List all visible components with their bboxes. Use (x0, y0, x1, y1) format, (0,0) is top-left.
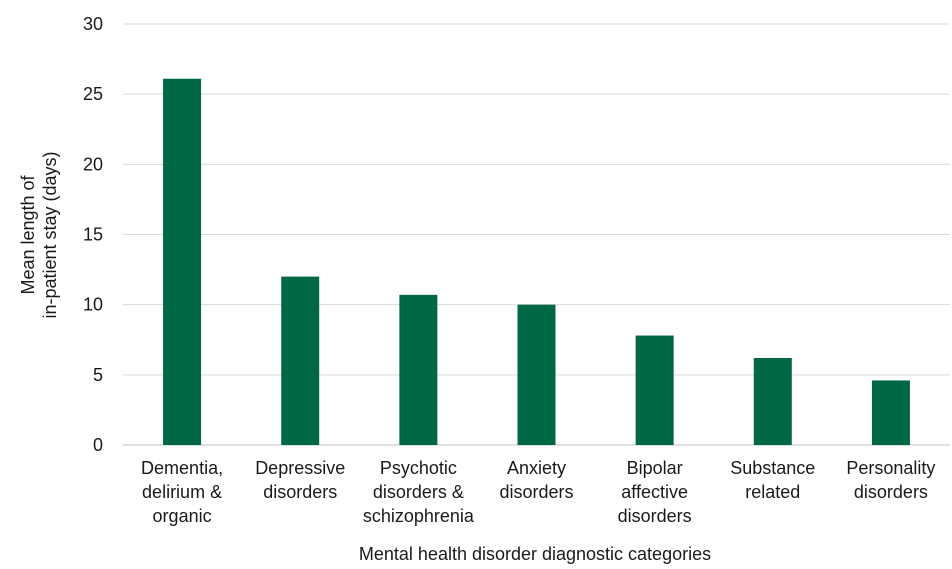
x-category-label-4: Bipolar affective disorders (618, 458, 692, 526)
x-category-label-line: disorders (618, 506, 692, 526)
bar-1 (281, 276, 320, 445)
y-tick-label-30: 30 (83, 14, 103, 34)
bar-5 (753, 357, 792, 445)
y-axis-title-line: in-patient stay (days) (40, 151, 60, 318)
bar-6 (871, 380, 910, 445)
x-category-label-2: Psychotic disorders & schizophrenia (363, 458, 475, 526)
y-tick-label-0: 0 (93, 435, 103, 455)
y-axis-title: Mean length of in-patient stay (days) (18, 151, 60, 318)
x-category-label-5: Substance related (730, 458, 815, 502)
x-category-label-line: affective (621, 482, 688, 502)
x-category-label-line: Dementia, (141, 458, 223, 478)
x-category-label-line: organic (153, 506, 212, 526)
y-tick-label-5: 5 (93, 365, 103, 385)
x-axis-category-labels: Dementia, delirium & organic Depressive diso… (141, 458, 935, 526)
y-axis-ticks: 0 5 10 15 20 25 30 (83, 14, 103, 455)
bar-3 (517, 304, 556, 445)
bar-2 (399, 294, 438, 445)
x-category-label-line: related (745, 482, 800, 502)
x-category-label-line: Depressive (255, 458, 345, 478)
x-category-label-line: Substance (730, 458, 815, 478)
y-tick-label-10: 10 (83, 295, 103, 315)
y-tick-label-15: 15 (83, 225, 103, 245)
x-category-label-line: Bipolar (627, 458, 683, 478)
x-category-label-line: disorders (499, 482, 573, 502)
x-category-label-line: delirium & (142, 482, 222, 502)
y-axis-title-line: Mean length of (18, 174, 38, 294)
x-category-label-3: Anxiety disorders (499, 458, 573, 502)
y-tick-label-25: 25 (83, 84, 103, 104)
x-category-label-line: Personality (846, 458, 935, 478)
x-category-label-line: Psychotic (380, 458, 457, 478)
x-category-label-line: schizophrenia (363, 506, 475, 526)
x-category-label-line: disorders (263, 482, 337, 502)
x-category-label-6: Personality disorders (846, 458, 935, 502)
y-tick-label-20: 20 (83, 154, 103, 174)
x-category-label-line: disorders (854, 482, 928, 502)
x-category-label-0: Dementia, delirium & organic (141, 458, 223, 526)
x-category-label-1: Depressive disorders (255, 458, 345, 502)
x-axis-title: Mental health disorder diagnostic catego… (359, 544, 711, 564)
bars (163, 78, 910, 445)
bar-4 (635, 335, 674, 445)
bar-0 (163, 78, 202, 445)
x-category-label-line: Anxiety (507, 458, 566, 478)
x-category-label-line: disorders & (373, 482, 464, 502)
